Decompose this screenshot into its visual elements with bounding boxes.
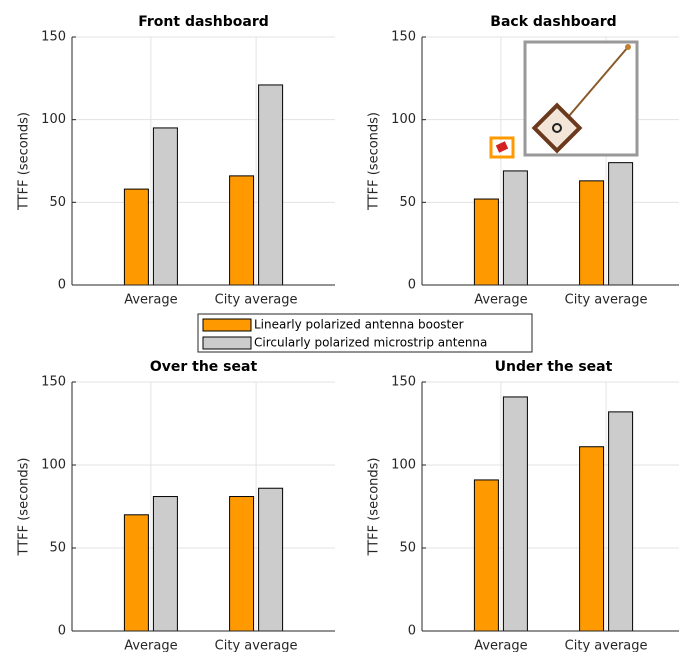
bar [609, 163, 633, 285]
y-tick-label: 100 [41, 458, 66, 473]
y-tick-label: 50 [49, 195, 66, 210]
chart-title: Front dashboard [138, 14, 269, 30]
legend-swatch [203, 337, 251, 349]
bar [503, 171, 527, 285]
y-tick-label: 50 [49, 541, 66, 556]
bar [153, 497, 177, 631]
y-tick-label: 100 [391, 112, 416, 127]
y-axis-label: TTFF (seconds) [17, 112, 32, 211]
y-axis-label: TTFF (seconds) [17, 457, 32, 556]
legend-text: Linearly polarized antenna booster [254, 318, 464, 332]
y-tick-label: 150 [41, 30, 66, 45]
x-tick-label: Average [474, 639, 527, 652]
y-tick-label: 100 [391, 458, 416, 473]
y-tick-label: 150 [391, 375, 416, 390]
chart-title: Back dashboard [490, 14, 616, 30]
bar [259, 85, 283, 285]
y-tick-label: 0 [408, 624, 416, 639]
x-tick-label: City average [565, 639, 648, 652]
x-tick-label: Average [124, 293, 177, 308]
bar [259, 488, 283, 631]
y-tick-label: 150 [41, 375, 66, 390]
x-tick-label: City average [215, 293, 298, 308]
connector [625, 44, 631, 50]
y-tick-label: 50 [399, 195, 416, 210]
legend-text: Circularly polarized microstrip antenna [254, 336, 487, 350]
y-tick-label: 150 [391, 30, 416, 45]
bar [230, 497, 254, 631]
bar [474, 199, 498, 285]
bar [474, 480, 498, 631]
y-axis-label: TTFF (seconds) [367, 457, 382, 556]
legend-swatch [203, 319, 251, 331]
antenna-icon [496, 141, 508, 152]
y-axis-label: TTFF (seconds) [367, 112, 382, 211]
y-tick-label: 0 [58, 278, 66, 293]
inset-image [491, 42, 637, 157]
y-tick-label: 50 [399, 541, 416, 556]
bar [124, 515, 148, 631]
bar [230, 176, 254, 285]
y-tick-label: 100 [41, 112, 66, 127]
y-tick-label: 0 [408, 278, 416, 293]
bar [580, 181, 604, 285]
bar [580, 447, 604, 631]
bar [153, 128, 177, 285]
x-tick-label: City average [215, 639, 298, 652]
figure: 0 50 100 150 Average City average Front dashbo… [0, 0, 680, 652]
bar [124, 189, 148, 285]
chart-title: Under the seat [495, 359, 613, 375]
y-tick-label: 0 [58, 624, 66, 639]
x-tick-label: Average [474, 293, 527, 308]
x-tick-label: City average [565, 293, 648, 308]
bar [609, 412, 633, 631]
x-tick-label: Average [124, 639, 177, 652]
chart-title: Over the seat [150, 359, 258, 375]
bar [503, 397, 527, 631]
